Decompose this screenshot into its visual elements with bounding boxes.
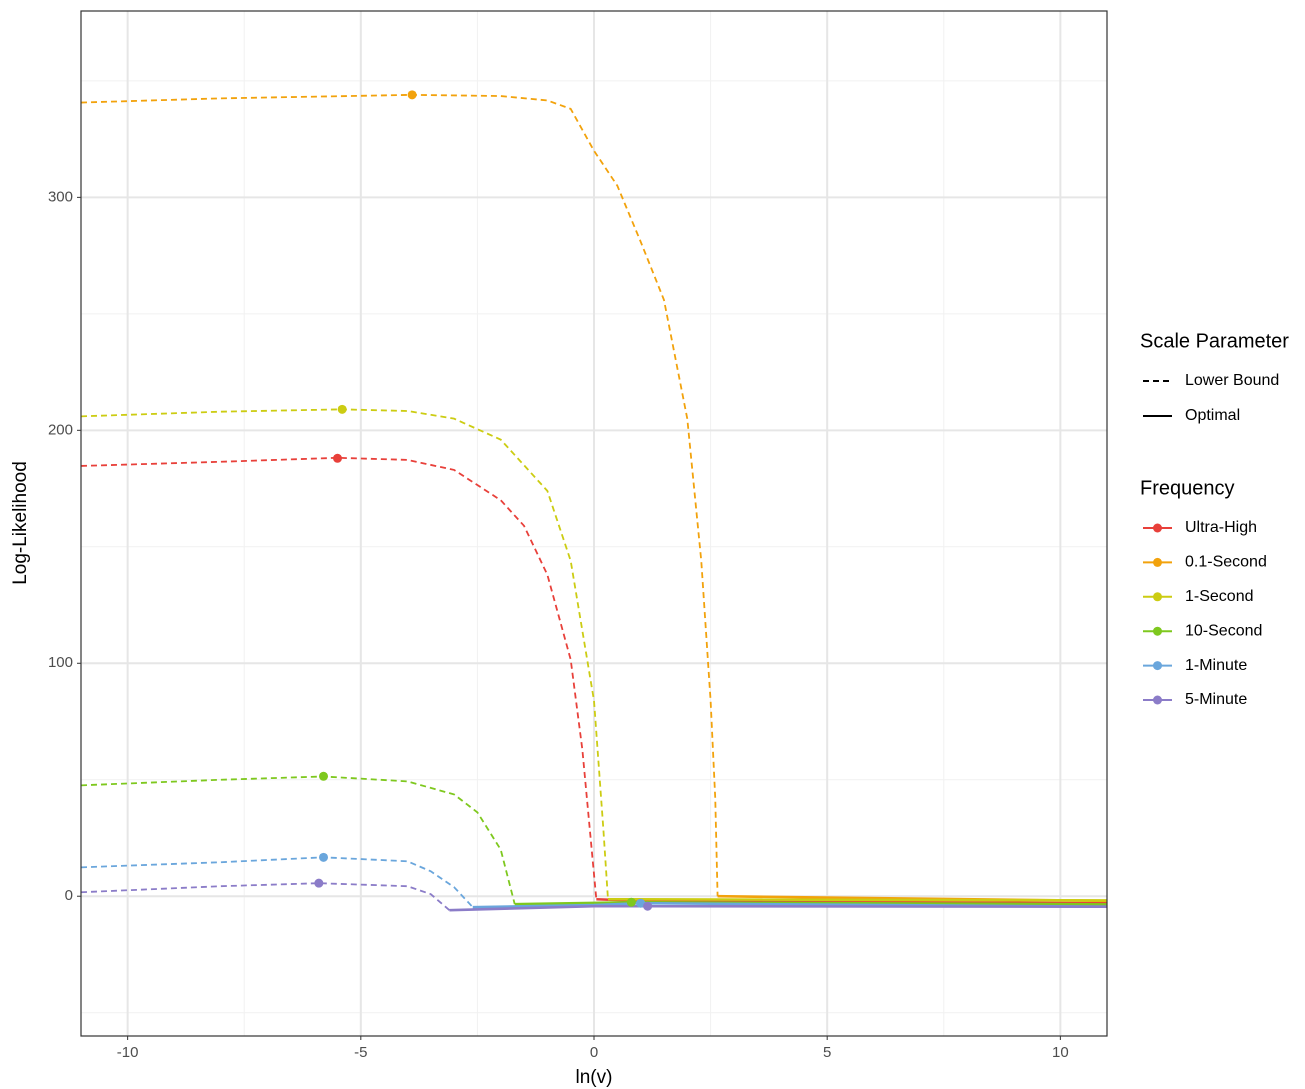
max-point [333, 453, 342, 463]
lower-bound-line [80, 456, 598, 900]
lower-bound-line [80, 856, 474, 908]
max-point [407, 90, 417, 100]
x-tick-label: 0 [590, 1044, 598, 1061]
legend-key [1153, 626, 1162, 636]
max-point [337, 404, 347, 414]
legend-key [1153, 557, 1162, 567]
max-point [636, 898, 646, 908]
plot-border [80, 10, 1108, 1037]
legend-key [1153, 523, 1162, 533]
legend-key [1153, 592, 1162, 602]
legend-label: 0.1-Second [1185, 554, 1267, 571]
optimal-line [449, 904, 1108, 912]
x-tick-label: -5 [354, 1044, 367, 1061]
legend-key [1153, 695, 1162, 705]
optimal-line [472, 901, 1108, 909]
legend-label: 5-Minute [1185, 691, 1247, 708]
max-point [314, 878, 324, 888]
y-tick-label: 300 [48, 188, 73, 205]
legend-label: Lower Bound [1185, 372, 1279, 389]
legend-label: Optimal [1185, 407, 1240, 424]
lower-bound-line [80, 882, 451, 911]
y-tick-label: 200 [48, 421, 73, 438]
lower-bound-line [80, 775, 516, 905]
x-axis-title: ln(v) [576, 1067, 613, 1088]
legend-label: 1-Minute [1185, 657, 1247, 674]
y-tick-label: 100 [48, 654, 73, 671]
lower-bound-line [80, 408, 609, 900]
max-point [319, 852, 329, 862]
legend-label: 10-Second [1185, 622, 1262, 639]
legend-title: Scale Parameter [1140, 330, 1289, 352]
x-tick-label: 5 [823, 1044, 831, 1061]
max-point [319, 771, 329, 781]
max-point [643, 901, 653, 911]
lower-bound-line [80, 93, 719, 897]
optimal-line [607, 897, 1108, 902]
max-point [626, 897, 636, 907]
x-tick-label: 10 [1052, 1044, 1069, 1061]
x-tick-label: -10 [117, 1044, 139, 1061]
y-tick-label: 0 [65, 887, 73, 904]
legend-label: 1-Second [1185, 588, 1254, 605]
y-axis-title: Log-Likelihood [10, 461, 31, 585]
legend-key [1153, 661, 1162, 671]
legend-label: Ultra-High [1185, 519, 1257, 536]
legend-title: Frequency [1140, 477, 1235, 499]
